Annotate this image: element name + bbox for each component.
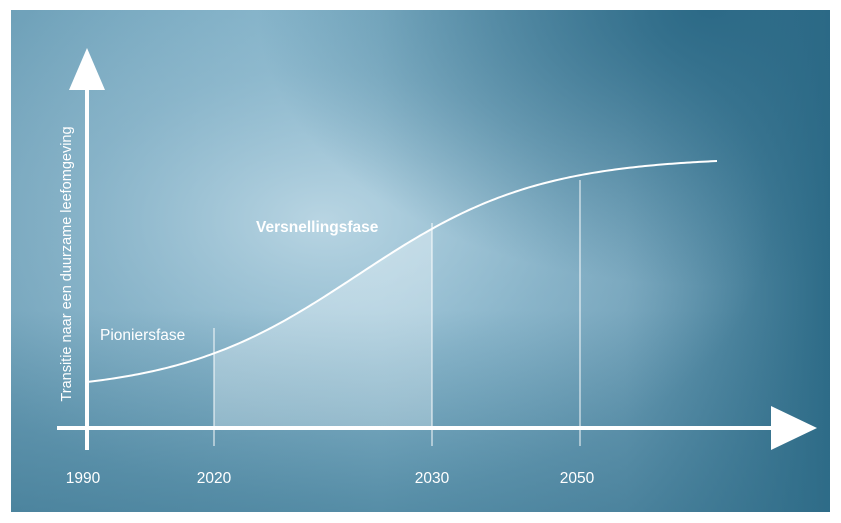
year-label-2020: 2020	[197, 470, 232, 487]
transition-s-curve	[86, 160, 718, 383]
diagram-panel: Transitie naar een duurzame leefomgeving…	[11, 10, 830, 512]
y-axis-arrowhead	[69, 48, 105, 90]
highlighted-period-area	[214, 228, 432, 428]
x-axis-arrowhead	[771, 406, 817, 450]
year-label-2050: 2050	[560, 470, 595, 487]
y-axis-label: Transitie naar een duurzame leefomgeving	[59, 126, 75, 401]
phase-label-versnellingsfase: Versnellingsfase	[256, 219, 379, 236]
phase-label-pioniersfase: Pioniersfase	[100, 327, 185, 344]
year-label-1990: 1990	[66, 470, 101, 487]
year-label-2030: 2030	[415, 470, 450, 487]
transition-diagram: Transitie naar een duurzame leefomgeving…	[11, 10, 830, 512]
